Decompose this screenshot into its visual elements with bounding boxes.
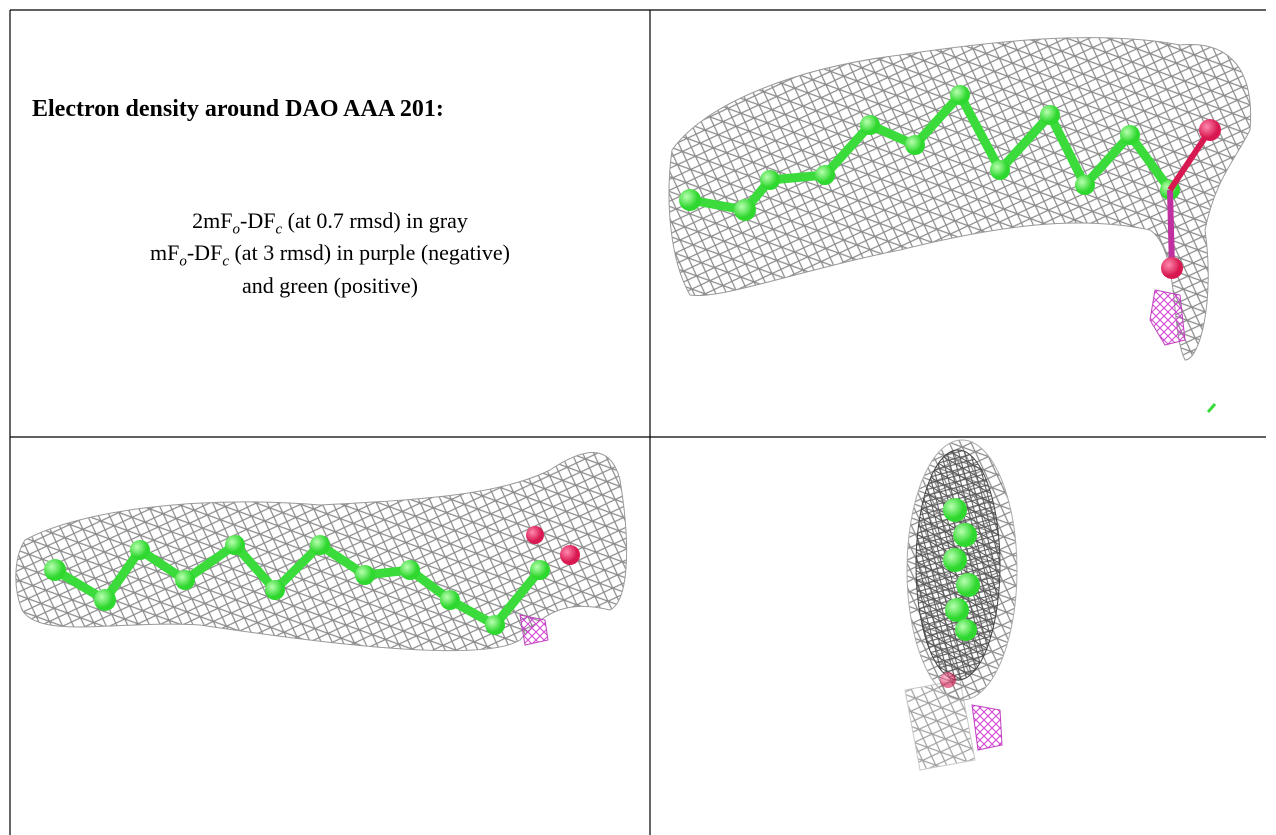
caption-line: 2mFo-DFc (at 0.7 rmsd) in gray	[10, 208, 650, 238]
caption-text: mF	[150, 240, 180, 265]
subscript: c	[275, 221, 283, 238]
positive-density-speck	[1206, 403, 1217, 413]
title: Electron density around DAO AAA 201:	[32, 96, 444, 122]
caption-text: (at 3 rmsd) in purple (negative)	[228, 240, 510, 265]
table-borders	[9, 9, 1266, 835]
caption-text: -DF	[240, 208, 276, 233]
subscript: o	[232, 221, 241, 238]
density-bottom-right	[904, 439, 1018, 771]
caption-text: -DF	[186, 240, 223, 265]
caption-text: and green (positive)	[242, 273, 418, 298]
caption-text: 2mF	[192, 208, 233, 233]
caption-line: and green (positive)	[10, 273, 650, 299]
subscript: o	[179, 253, 187, 270]
density-bottom-left	[15, 452, 628, 652]
density-top-right	[668, 37, 1252, 361]
caption-text: (at 0.7 rmsd) in gray	[282, 208, 468, 233]
subscript: c	[222, 253, 229, 270]
caption-line: mFo-DFc (at 3 rmsd) in purple (negative)	[10, 240, 650, 270]
